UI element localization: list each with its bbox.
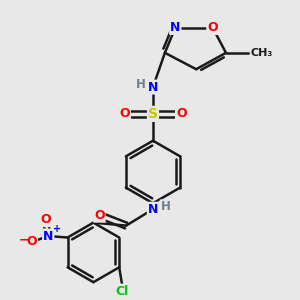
Text: N: N: [43, 230, 53, 242]
Text: CH₃: CH₃: [250, 48, 273, 58]
Text: Cl: Cl: [116, 285, 129, 298]
Text: O: O: [40, 213, 51, 226]
Text: O: O: [119, 107, 130, 120]
Text: O: O: [26, 236, 37, 248]
Text: S: S: [148, 107, 158, 121]
Text: N: N: [148, 81, 158, 94]
Text: O: O: [176, 107, 187, 120]
Text: −: −: [18, 234, 29, 247]
Text: O: O: [94, 209, 105, 222]
Text: N: N: [148, 203, 158, 216]
Text: +: +: [52, 224, 61, 235]
Text: H: H: [136, 78, 146, 91]
Text: N: N: [170, 21, 181, 34]
Text: O: O: [207, 21, 218, 34]
Text: H: H: [160, 200, 170, 213]
